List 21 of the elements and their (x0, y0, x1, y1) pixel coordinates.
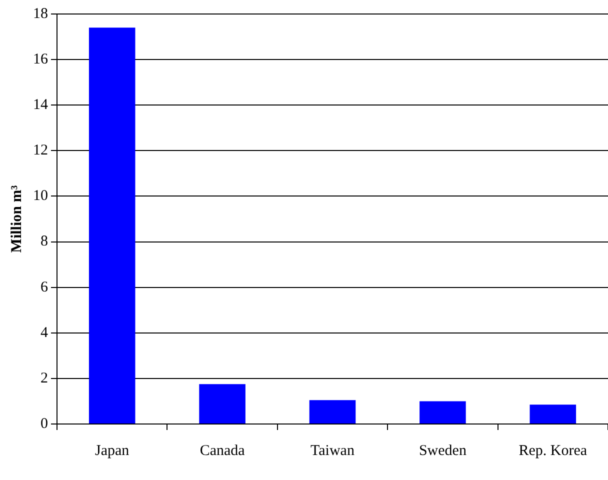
bar (88, 28, 136, 424)
x-tick-label: Sweden (418, 442, 467, 459)
x-tick-label: Taiwan (310, 442, 355, 459)
y-tick-label: 16 (33, 51, 48, 68)
bar (530, 404, 576, 424)
x-tick-label: Japan (95, 442, 130, 459)
y-tick-label: 4 (40, 324, 48, 341)
y-axis-title: Million m³ (8, 184, 25, 253)
bar (309, 400, 356, 424)
bar (420, 401, 466, 424)
y-tick-label: 8 (40, 234, 48, 250)
y-tick-label: 0 (40, 416, 48, 432)
y-tick-label: 12 (33, 142, 48, 159)
y-tick-label: 10 (33, 188, 48, 204)
y-tick-label: 2 (40, 370, 48, 386)
x-tick-label: Canada (200, 442, 246, 459)
y-tick-label: 18 (33, 6, 48, 22)
y-tick-label: 6 (40, 279, 48, 296)
y-tick-label: 14 (33, 97, 48, 114)
x-tick-label: Rep. Korea (518, 442, 588, 459)
bar (199, 384, 246, 424)
